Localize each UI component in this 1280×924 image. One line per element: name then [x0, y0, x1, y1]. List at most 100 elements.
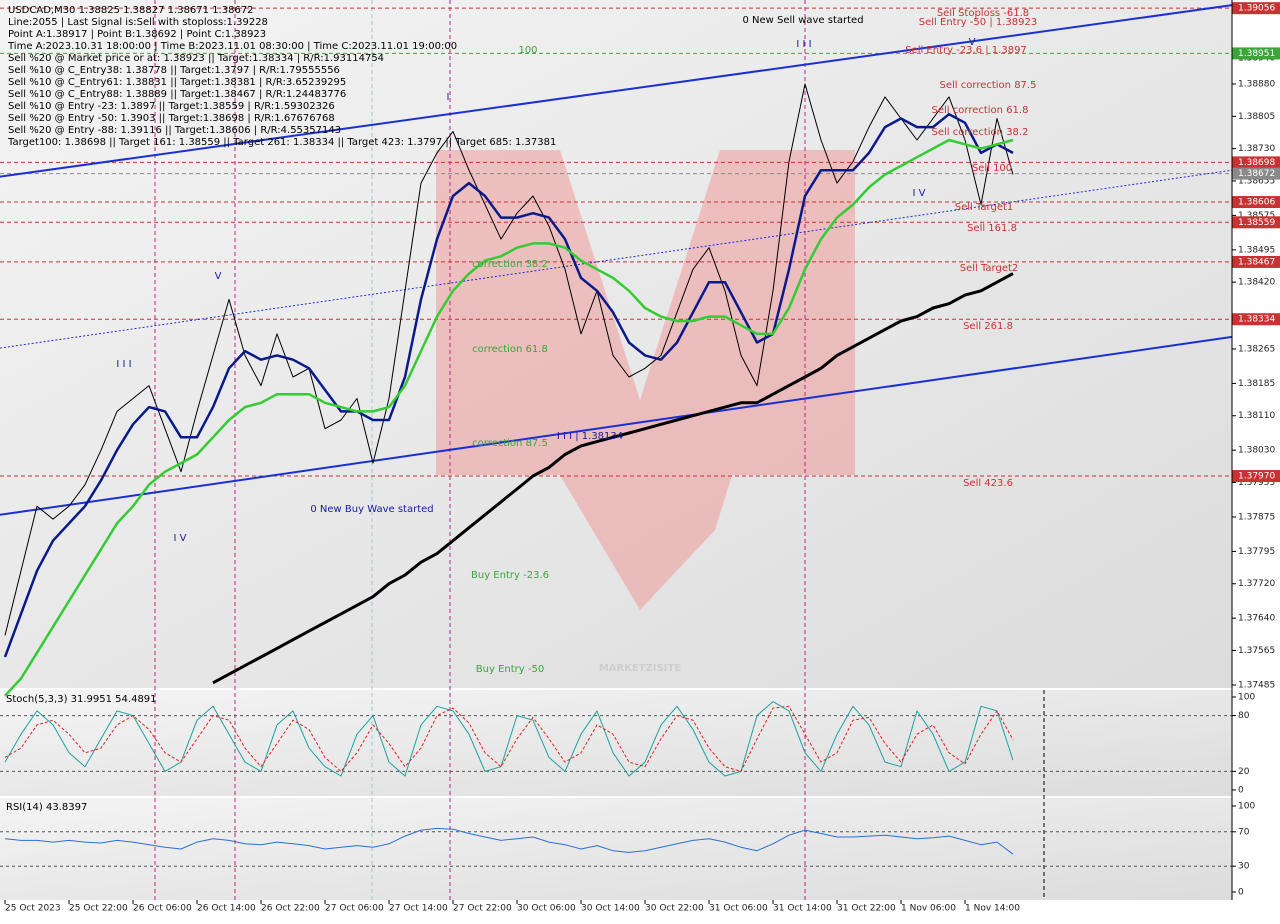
y-tick-label: 100: [1238, 692, 1255, 702]
level-tag: [1232, 196, 1280, 209]
level-tag: [1232, 470, 1280, 483]
level-label: 1.38606: [1238, 198, 1275, 208]
series-line: [3, 112, 1014, 658]
x-tick-label: 26 Oct 22:00: [261, 904, 320, 914]
level-label: 1.38334: [1238, 315, 1275, 325]
series-line: [4, 705, 1014, 772]
annotation: 0 New Sell wave started: [742, 15, 863, 26]
wave-label: V: [969, 37, 976, 48]
y-tick-label: 1.38030: [1238, 446, 1275, 456]
info-line: Point A:1.38917 | Point B:1.38692 | Poin…: [8, 29, 266, 40]
y-tick-label: 30: [1238, 862, 1250, 872]
annotation: correction 87.5: [472, 438, 548, 449]
series-line: [4, 827, 1014, 855]
series-line: [4, 701, 1014, 777]
wave-label: I V: [913, 188, 926, 199]
y-tick-label: 0: [1238, 888, 1244, 898]
annotation: Sell Entry -23.6 | 1.3897: [905, 45, 1027, 56]
level-label: 1.37970: [1238, 472, 1275, 482]
trend-line: [0, 4, 1233, 178]
level-tag: [1232, 47, 1280, 60]
x-tick-label: 27 Oct 22:00: [453, 904, 512, 914]
info-line: Sell %10 @ C_Entry38: 1.38778 || Target:…: [8, 65, 340, 76]
annotation: Buy Entry -50: [476, 664, 544, 675]
y-tick-label: 1.38265: [1238, 344, 1275, 354]
level-label: 1.38672: [1238, 169, 1275, 179]
level-label: 1.38698: [1238, 158, 1275, 168]
y-tick-label: 1.37640: [1238, 614, 1275, 624]
x-tick-label: 26 Oct 14:00: [197, 904, 256, 914]
level-tag: [1232, 216, 1280, 229]
x-tick-label: 30 Oct 22:00: [645, 904, 704, 914]
x-tick-label: 30 Oct 14:00: [581, 904, 640, 914]
info-line: Target100: 1.38698 || Target 161: 1.3855…: [7, 137, 556, 148]
x-tick-label: 27 Oct 14:00: [389, 904, 448, 914]
panel-title: Stoch(5,3,3) 31.9951 54.4891: [6, 694, 157, 705]
x-tick-label: 31 Oct 14:00: [773, 904, 832, 914]
y-tick-label: 1.38730: [1238, 144, 1275, 154]
y-tick-label: 1.37485: [1238, 680, 1275, 690]
level-label: 1.38951: [1238, 49, 1275, 59]
annotation: I I I | 1.38134: [557, 431, 623, 442]
wave-label: I I I: [796, 39, 811, 50]
annotation: Sell correction 61.8: [932, 105, 1029, 116]
info-line: Line:2055 | Last Signal is:Sell with sto…: [8, 17, 268, 28]
info-line: Time A:2023.10.31 18:00:00 | Time B:2023…: [7, 41, 457, 52]
y-tick-label: 1.38805: [1238, 112, 1275, 122]
y-tick-label: 1.38575: [1238, 211, 1275, 221]
x-tick-label: 31 Oct 22:00: [837, 904, 896, 914]
wave-label: I V: [174, 533, 187, 544]
info-line: USDCAD,M30 1.38825 1.38827 1.38671 1.386…: [8, 5, 254, 16]
wave-label: I I I: [116, 359, 131, 370]
y-tick-label: 1.37720: [1238, 579, 1275, 589]
trend-line: [0, 169, 1233, 349]
info-line: Sell %20 @ Market price or at: 1.38923 |…: [8, 53, 384, 64]
x-tick-label: 30 Oct 06:00: [517, 904, 576, 914]
y-tick-label: 1.38655: [1238, 176, 1275, 186]
x-tick-label: 27 Oct 06:00: [325, 904, 384, 914]
stoch-panel: [0, 690, 1232, 796]
y-tick-label: 1.38880: [1238, 80, 1275, 90]
annotation: Sell 100: [972, 163, 1012, 174]
x-tick-label: 1 Nov 06:00: [901, 904, 956, 914]
y-tick-label: 100: [1238, 801, 1255, 811]
main-panel: [0, 0, 1232, 688]
series-line: [4, 138, 1014, 697]
annotation: Sell correction 38.2: [932, 127, 1029, 138]
wave-label: I: [447, 92, 450, 103]
level-label: 1.38559: [1238, 218, 1275, 228]
annotation: 0 New Buy Wave started: [310, 504, 433, 515]
y-tick-label: 1.38185: [1238, 379, 1275, 389]
annotation: Sell Entry -50 | 1.38923: [919, 17, 1037, 28]
logo-shape: [436, 150, 855, 610]
level-label: 1.38467: [1238, 257, 1275, 267]
y-tick-label: 80: [1238, 711, 1250, 721]
y-tick-label: 70: [1238, 827, 1250, 837]
y-tick-label: 1.37955: [1238, 478, 1275, 488]
level-tag: [1232, 313, 1280, 326]
wave-label: V: [215, 271, 222, 282]
info-line: Sell %20 @ Entry -88: 1.39116 || Target:…: [8, 125, 341, 136]
trend-line: [0, 335, 1233, 516]
x-tick-label: 25 Oct 22:00: [69, 904, 128, 914]
annotation: Sell 161.8: [967, 223, 1017, 234]
series-line: [212, 272, 1014, 685]
info-line: Sell %10 @ C_Entry61: 1.38831 || Target:…: [8, 77, 346, 88]
level-tag: [1232, 2, 1280, 15]
y-tick-label: 1.38110: [1238, 411, 1275, 421]
annotation: correction 61.8: [472, 344, 548, 355]
y-tick-label: 1.38420: [1238, 278, 1275, 288]
x-tick-label: 25 Oct 2023: [5, 904, 61, 914]
annotation: Sell correction 87.5: [940, 80, 1037, 91]
panel-title: RSI(14) 43.8397: [6, 802, 87, 813]
annotation: Buy Entry -23.6: [471, 570, 549, 581]
y-tick-label: 20: [1238, 767, 1250, 777]
rsi-panel: [0, 798, 1232, 900]
x-tick-label: 1 Nov 14:00: [965, 904, 1020, 914]
annotation: Sell 261.8: [963, 321, 1013, 332]
annotation: 100: [518, 45, 537, 56]
annotation: Sell Stoploss -61.8: [937, 8, 1029, 19]
level-tag: [1232, 167, 1280, 180]
